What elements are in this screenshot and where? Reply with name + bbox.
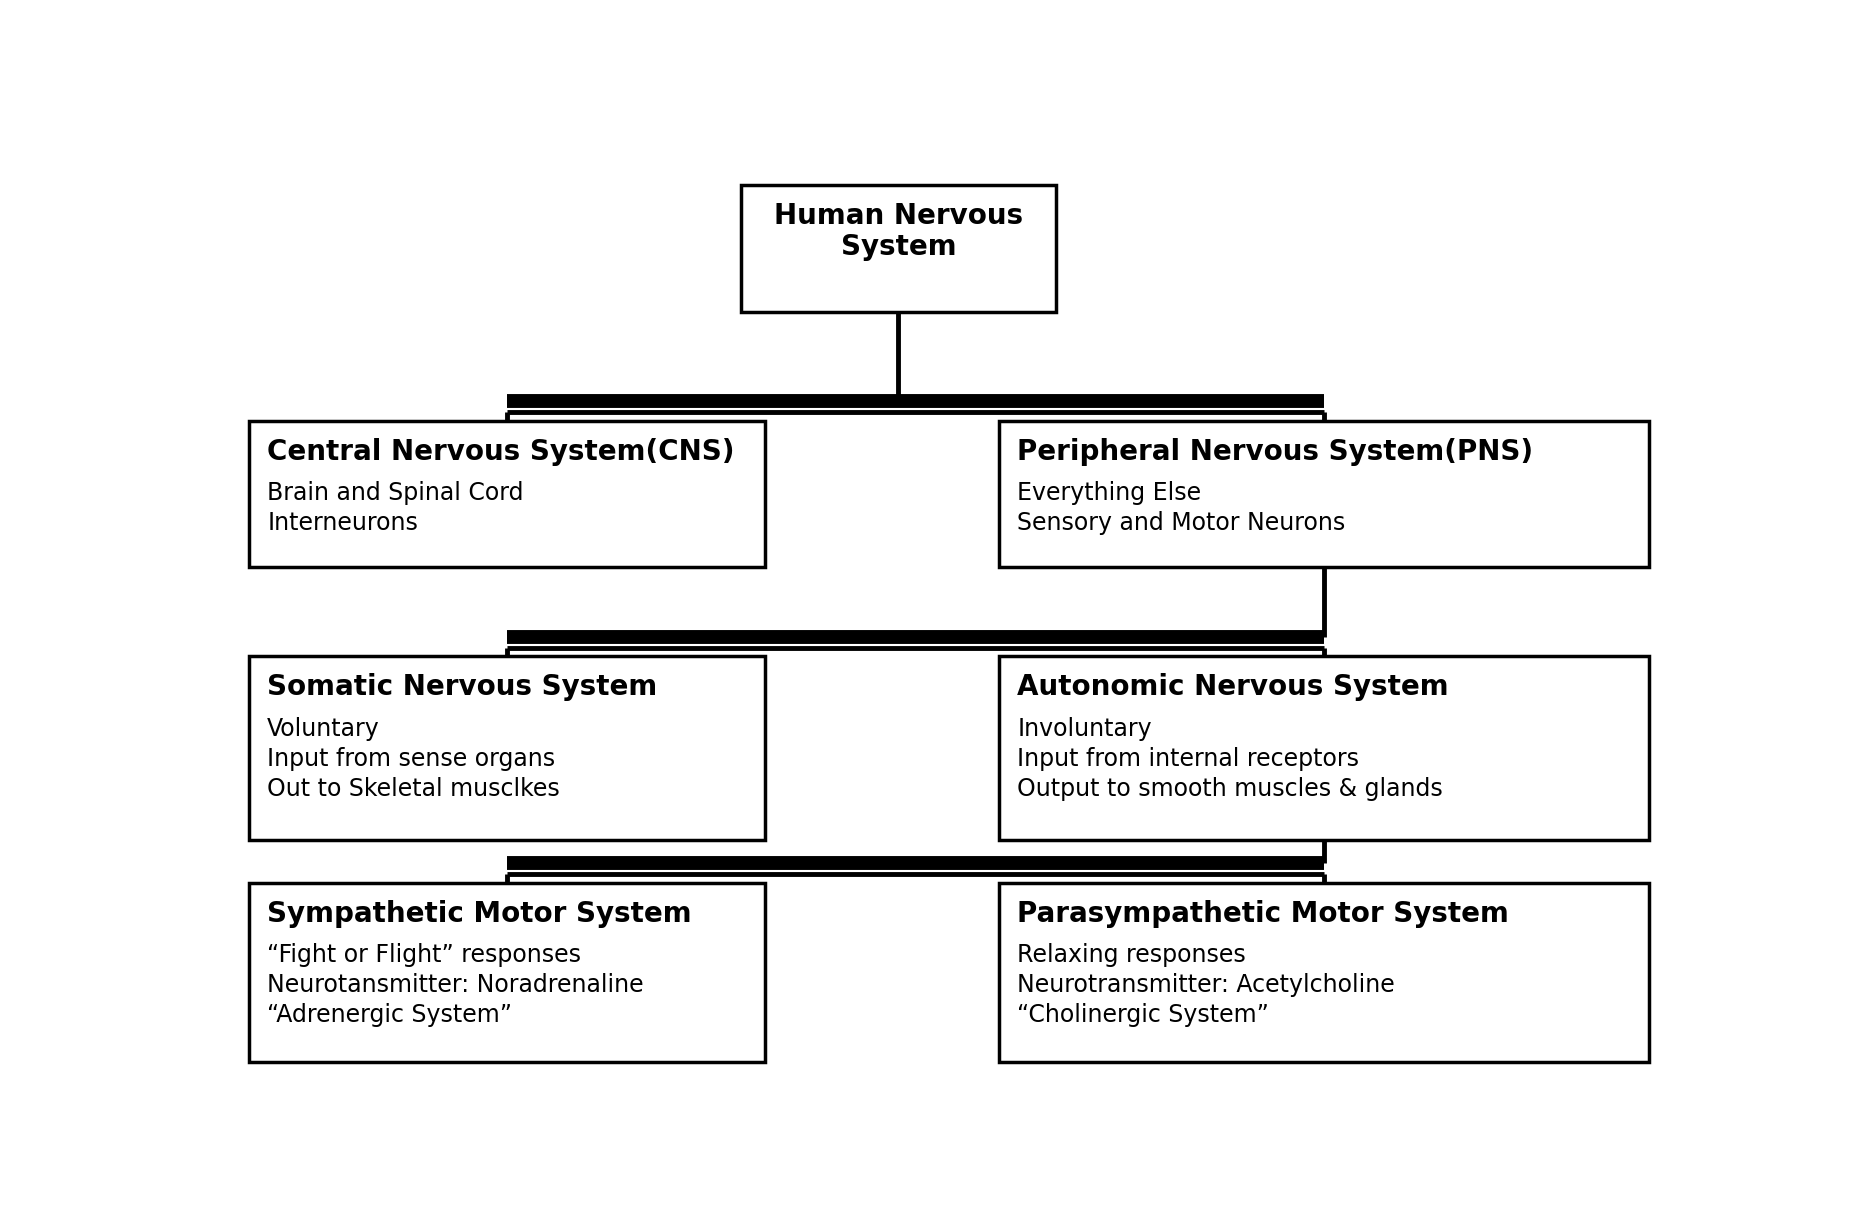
Text: Sympathetic Motor System: Sympathetic Motor System <box>267 899 692 927</box>
FancyBboxPatch shape <box>248 420 764 567</box>
Text: “Adrenergic System”: “Adrenergic System” <box>267 1003 513 1028</box>
Text: Relaxing responses: Relaxing responses <box>1018 943 1246 967</box>
Text: Autonomic Nervous System: Autonomic Nervous System <box>1018 674 1449 702</box>
Text: Human Nervous
System: Human Nervous System <box>774 202 1024 261</box>
Text: Peripheral Nervous System(PNS): Peripheral Nervous System(PNS) <box>1018 437 1534 466</box>
FancyBboxPatch shape <box>1000 420 1649 567</box>
FancyBboxPatch shape <box>740 185 1057 312</box>
FancyBboxPatch shape <box>1000 657 1649 840</box>
Text: Parasympathetic Motor System: Parasympathetic Motor System <box>1018 899 1509 927</box>
FancyBboxPatch shape <box>248 657 764 840</box>
Text: Out to Skeletal musclkes: Out to Skeletal musclkes <box>267 777 561 801</box>
Text: Voluntary: Voluntary <box>267 717 379 741</box>
Text: Neurotransmitter: Acetylcholine: Neurotransmitter: Acetylcholine <box>1018 974 1396 997</box>
Text: Everything Else: Everything Else <box>1018 481 1201 505</box>
Text: Output to smooth muscles & glands: Output to smooth muscles & glands <box>1018 777 1444 801</box>
Text: “Fight or Flight” responses: “Fight or Flight” responses <box>267 943 581 967</box>
Text: Brain and Spinal Cord: Brain and Spinal Cord <box>267 481 524 505</box>
Text: Sensory and Motor Neurons: Sensory and Motor Neurons <box>1018 511 1346 535</box>
Text: Involuntary: Involuntary <box>1018 717 1151 741</box>
FancyBboxPatch shape <box>248 883 764 1062</box>
Text: Interneurons: Interneurons <box>267 511 418 535</box>
Text: Input from sense organs: Input from sense organs <box>267 747 555 771</box>
Text: Somatic Nervous System: Somatic Nervous System <box>267 674 657 702</box>
FancyBboxPatch shape <box>1000 883 1649 1062</box>
Text: Neurotansmitter: Noradrenaline: Neurotansmitter: Noradrenaline <box>267 974 644 997</box>
Text: “Cholinergic System”: “Cholinergic System” <box>1018 1003 1270 1028</box>
Text: Central Nervous System(CNS): Central Nervous System(CNS) <box>267 437 735 466</box>
Text: Input from internal receptors: Input from internal receptors <box>1018 747 1359 771</box>
